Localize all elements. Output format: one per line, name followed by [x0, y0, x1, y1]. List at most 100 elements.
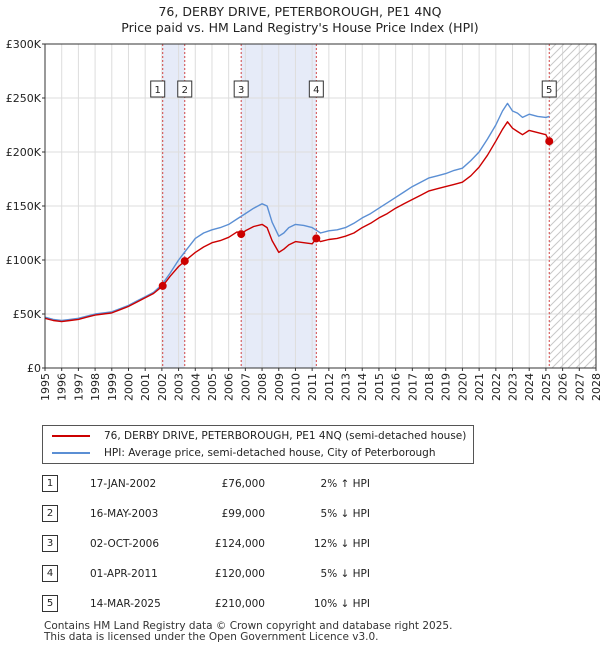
- transaction-number: 2: [42, 505, 58, 522]
- transaction-price: £99,000: [221, 508, 265, 520]
- x-tick-label: 2015: [373, 373, 386, 401]
- transaction-date: 16-MAY-2003: [90, 508, 159, 520]
- transaction-number: 5: [42, 595, 58, 612]
- hpi-line: [44, 102, 550, 322]
- table-row: 1 17-JAN-2002 £76,000 2% ↑ HPI: [0, 475, 600, 495]
- x-tick-label: 2003: [173, 373, 186, 401]
- sale-marker-box: [233, 80, 249, 98]
- x-tick-label: 1999: [106, 373, 119, 401]
- sale-marker-label: 1: [155, 85, 161, 96]
- legend-item-hpi: HPI: Average price, semi-detached house,…: [43, 445, 436, 461]
- x-tick-label: 2013: [340, 373, 353, 401]
- x-tick-label: 2024: [523, 373, 536, 401]
- table-row: 3 02-OCT-2006 £124,000 12% ↓ HPI: [0, 535, 600, 555]
- x-tick-label: 2028: [590, 373, 600, 401]
- y-tick-label: £300K: [6, 38, 42, 51]
- x-tick-label: 2026: [557, 373, 570, 401]
- sale-point: [312, 234, 321, 243]
- transaction-date: 14-MAR-2025: [90, 598, 161, 610]
- x-tick-label: 2005: [206, 373, 219, 401]
- x-tick-label: 1997: [72, 373, 85, 401]
- sale-marker-box: [308, 80, 324, 98]
- sale-marker-box: [150, 80, 166, 98]
- chart-subtitle: Price paid vs. HM Land Registry's House …: [121, 20, 479, 35]
- y-tick-label: £0: [27, 362, 41, 375]
- x-tick-label: 2021: [473, 373, 486, 401]
- x-tick-label: 2025: [540, 373, 553, 401]
- transaction-price: £210,000: [214, 598, 265, 610]
- legend-label-property: 76, DERBY DRIVE, PETERBOROUGH, PE1 4NQ (…: [104, 430, 467, 442]
- x-tick-label: 2027: [573, 373, 586, 401]
- y-tick-label: £250K: [6, 92, 42, 105]
- table-row: 4 01-APR-2011 £120,000 5% ↓ HPI: [0, 565, 600, 585]
- sale-markers: 1 2 3 4 5: [150, 80, 557, 98]
- footer-licence: This data is licensed under the Open Gov…: [44, 631, 379, 643]
- transaction-date: 01-APR-2011: [90, 568, 158, 580]
- transaction-date: 17-JAN-2002: [90, 478, 157, 490]
- x-tick-label: 2022: [490, 373, 503, 401]
- x-tick-label: 2008: [256, 373, 269, 401]
- x-tick-label: 2000: [122, 373, 135, 401]
- legend-swatch-hpi: [52, 452, 90, 454]
- x-tick-label: 2007: [239, 373, 252, 401]
- transaction-price: £120,000: [214, 568, 265, 580]
- sale-marker-label: 3: [238, 85, 244, 96]
- forecast-hatch: [549, 44, 596, 368]
- x-tick-label: 2001: [139, 373, 152, 401]
- sale-marker-label: 5: [546, 85, 552, 96]
- x-tick-label: 1995: [39, 373, 52, 401]
- sale-marker-label: 4: [313, 85, 319, 96]
- x-tick-label: 2010: [289, 373, 302, 401]
- sale-points: [158, 137, 554, 290]
- y-tick-label: £50K: [13, 308, 42, 321]
- x-tick-label: 2002: [156, 373, 169, 401]
- transaction-hpi: 5% ↓ HPI: [320, 568, 370, 580]
- chart-title: 76, DERBY DRIVE, PETERBOROUGH, PE1 4NQ: [158, 4, 442, 19]
- x-tick-label: 2018: [423, 373, 436, 401]
- x-tick-label: 1996: [56, 373, 69, 401]
- x-tick-label: 2011: [306, 373, 319, 401]
- series-lines: [44, 102, 550, 323]
- sale-lines: [162, 44, 550, 368]
- footer-copyright: Contains HM Land Registry data © Crown c…: [44, 620, 453, 632]
- forecast-region: [549, 44, 596, 368]
- y-tick-label: £200K: [6, 146, 42, 159]
- transaction-price: £124,000: [214, 538, 265, 550]
- x-tick-label: 2006: [223, 373, 236, 401]
- y-tick-label: £150K: [6, 200, 42, 213]
- x-tick-label: 2009: [273, 373, 286, 401]
- x-tick-label: 2014: [356, 373, 369, 401]
- sale-marker-box: [177, 80, 193, 98]
- transaction-hpi: 12% ↓ HPI: [313, 538, 370, 550]
- legend-item-property: 76, DERBY DRIVE, PETERBOROUGH, PE1 4NQ (…: [43, 428, 466, 444]
- transaction-number: 3: [42, 535, 58, 552]
- x-tick-label: 2004: [189, 373, 202, 401]
- x-tick-label: 2020: [456, 373, 469, 401]
- transaction-hpi: 5% ↓ HPI: [320, 508, 370, 520]
- x-tick-label: 2017: [406, 373, 419, 401]
- transaction-date: 02-OCT-2006: [90, 538, 159, 550]
- legend-swatch-property: [52, 435, 90, 437]
- grid: [44, 43, 597, 369]
- legend-label-hpi: HPI: Average price, semi-detached house,…: [104, 447, 436, 459]
- sale-point: [158, 281, 167, 290]
- transaction-number: 4: [42, 565, 58, 582]
- x-tick-label: 2019: [440, 373, 453, 401]
- transaction-hpi: 10% ↓ HPI: [313, 598, 370, 610]
- y-tick-label: £100K: [6, 254, 42, 267]
- sale-point: [237, 230, 246, 239]
- table-row: 2 16-MAY-2003 £99,000 5% ↓ HPI: [0, 505, 600, 525]
- transaction-number: 1: [42, 475, 58, 492]
- transaction-hpi: 2% ↑ HPI: [320, 478, 370, 490]
- x-tick-label: 2016: [390, 373, 403, 401]
- transaction-price: £76,000: [221, 478, 265, 490]
- legend: 76, DERBY DRIVE, PETERBOROUGH, PE1 4NQ (…: [42, 425, 474, 464]
- x-tick-label: 2023: [507, 373, 520, 401]
- sale-point: [545, 137, 554, 146]
- sale-marker-box: [541, 80, 557, 98]
- x-tick-label: 1998: [89, 373, 102, 401]
- table-row: 5 14-MAR-2025 £210,000 10% ↓ HPI: [0, 595, 600, 615]
- sale-point: [180, 257, 189, 266]
